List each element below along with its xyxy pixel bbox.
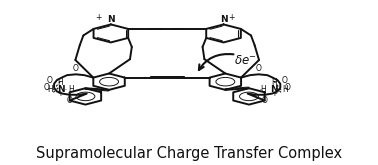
Text: -: - — [260, 87, 262, 92]
FancyArrowPatch shape — [199, 54, 234, 70]
Text: O: O — [47, 76, 53, 84]
Text: O: O — [67, 96, 73, 105]
Text: O: O — [262, 96, 268, 105]
Text: N: N — [57, 84, 64, 94]
Text: Supramolecular Charge Transfer Complex: Supramolecular Charge Transfer Complex — [36, 146, 342, 161]
Text: +: + — [228, 14, 234, 22]
Text: +: + — [95, 14, 102, 22]
Text: N: N — [220, 15, 227, 24]
Text: H: H — [68, 85, 74, 94]
Text: $\delta$e$^{-}$: $\delta$e$^{-}$ — [234, 54, 257, 67]
Text: N: N — [107, 15, 115, 24]
Text: H: H — [260, 85, 266, 94]
Text: O: O — [256, 64, 262, 73]
Text: O: O — [282, 76, 288, 84]
Text: O: O — [73, 64, 79, 73]
Text: O: O — [44, 83, 50, 92]
Text: H: H — [47, 85, 53, 94]
Text: -: - — [47, 87, 49, 92]
Text: H: H — [58, 78, 64, 87]
Text: +: + — [58, 92, 64, 98]
Text: H: H — [282, 85, 288, 94]
Text: -: - — [65, 87, 67, 92]
Text: H: H — [271, 78, 277, 87]
Text: +: + — [271, 92, 277, 98]
Text: N: N — [270, 84, 277, 94]
Text: -: - — [285, 87, 287, 92]
Text: O: O — [285, 83, 291, 92]
